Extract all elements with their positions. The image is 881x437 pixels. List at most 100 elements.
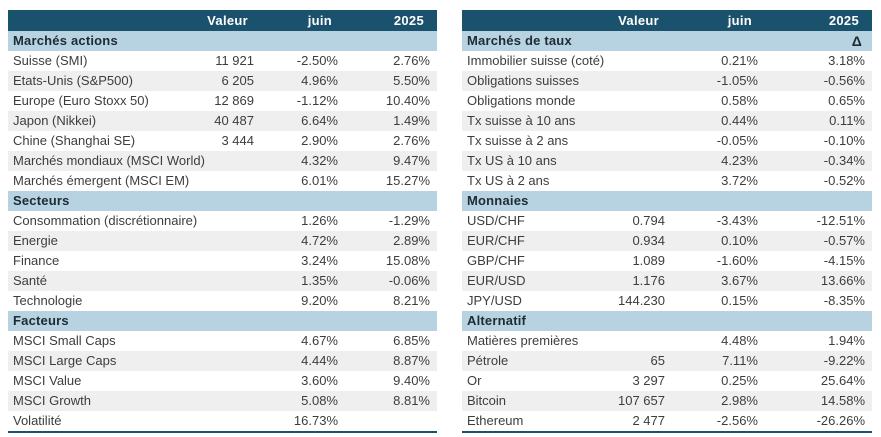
cell-valeur <box>183 271 261 291</box>
cell-valeur: 1.089 <box>587 251 672 271</box>
cell-2025: 10.40% <box>345 91 437 111</box>
table-row: Matières premières 4.48% 1.94% <box>462 331 872 351</box>
cell-valeur <box>183 251 261 271</box>
row-label: EUR/CHF <box>462 231 587 251</box>
section-row: Facteurs <box>8 311 437 331</box>
row-label: Ethereum <box>462 411 587 432</box>
section-title: Marchés de taux <box>462 31 765 51</box>
cell-juin: 0.15% <box>672 291 765 311</box>
cell-valeur: 12 869 <box>183 91 261 111</box>
row-label: Tx US à 10 ans <box>462 151 587 171</box>
row-label: Consommation (discrétionnaire) <box>8 211 197 231</box>
table-row: EUR/USD 1.176 3.67% 13.66% <box>462 271 872 291</box>
row-label: Immobilier suisse (coté) <box>462 51 604 71</box>
cell-2025: -26.26% <box>765 411 872 432</box>
cell-juin: 0.58% <box>672 91 765 111</box>
table-row: MSCI Value 3.60% 9.40% <box>8 371 437 391</box>
cell-valeur: 0.794 <box>587 211 672 231</box>
row-label: Matières premières <box>462 331 587 351</box>
cell-2025: -12.51% <box>765 211 872 231</box>
column-header-label <box>8 10 183 31</box>
section-row: Marchés actions <box>8 31 437 51</box>
table-row: Santé 1.35% -0.06% <box>8 271 437 291</box>
table-row: Tx suisse à 2 ans -0.05% -0.10% <box>462 131 872 151</box>
table-row: Tx US à 2 ans 3.72% -0.52% <box>462 171 872 191</box>
cell-juin: -1.12% <box>261 91 345 111</box>
row-label: Santé <box>8 271 183 291</box>
cell-juin: 6.64% <box>261 111 345 131</box>
column-header-juin: juin <box>672 10 765 31</box>
section-row: Secteurs <box>8 191 437 211</box>
row-label: Tx suisse à 10 ans <box>462 111 587 131</box>
cell-2025: 2.89% <box>345 231 437 251</box>
cell-valeur <box>183 211 261 231</box>
table-row: Energie 4.72% 2.89% <box>8 231 437 251</box>
table-row: Europe (Euro Stoxx 50) 12 869 -1.12% 10.40% <box>8 91 437 111</box>
market-table-actions-secteurs-facteurs: Valeur juin 2025 Marchés actions Suisse (SM… <box>8 10 437 433</box>
cell-valeur <box>183 291 261 311</box>
cell-juin: 4.23% <box>672 151 765 171</box>
cell-2025: -8.35% <box>765 291 872 311</box>
row-label: MSCI Large Caps <box>8 351 183 371</box>
cell-valeur: 65 <box>587 351 672 371</box>
row-label: JPY/USD <box>462 291 587 311</box>
cell-juin: 9.20% <box>261 291 345 311</box>
cell-juin: 5.08% <box>261 391 345 411</box>
cell-2025: 1.94% <box>765 331 872 351</box>
cell-valeur <box>183 171 261 191</box>
cell-2025: -4.15% <box>765 251 872 271</box>
table-row: USD/CHF 0.794 -3.43% -12.51% <box>462 211 872 231</box>
row-label: Marchés mondiaux (MSCI World) <box>8 151 205 171</box>
table-row: Technologie 9.20% 8.21% <box>8 291 437 311</box>
header-row: Valeur juin 2025 <box>462 10 872 31</box>
cell-juin: 0.10% <box>672 231 765 251</box>
table-row: Ethereum 2 477 -2.56% -26.26% <box>462 411 872 432</box>
cell-juin: 1.26% <box>261 211 345 231</box>
row-label: Tx suisse à 2 ans <box>462 131 587 151</box>
cell-juin: 4.72% <box>261 231 345 251</box>
table-row: Consommation (discrétionnaire) 1.26% -1.29… <box>8 211 437 231</box>
table-row: Finance 3.24% 15.08% <box>8 251 437 271</box>
cell-2025: 25.64% <box>765 371 872 391</box>
cell-2025: 13.66% <box>765 271 872 291</box>
row-label: Chine (Shanghai SE) <box>8 131 183 151</box>
cell-juin: -1.60% <box>672 251 765 271</box>
row-label: Energie <box>8 231 183 251</box>
cell-valeur: 0.934 <box>587 231 672 251</box>
table-row: Japon (Nikkei) 40 487 6.64% 1.49% <box>8 111 437 131</box>
row-label: Japon (Nikkei) <box>8 111 183 131</box>
row-label: MSCI Value <box>8 371 183 391</box>
cell-2025: 0.11% <box>765 111 872 131</box>
table-row: Volatilité 16.73% <box>8 411 437 432</box>
cell-valeur <box>183 231 261 251</box>
cell-juin: -0.05% <box>672 131 765 151</box>
row-label: Obligations monde <box>462 91 587 111</box>
cell-juin: 4.44% <box>261 351 345 371</box>
row-label: MSCI Small Caps <box>8 331 183 351</box>
column-header-label <box>462 10 587 31</box>
cell-valeur: 11 921 <box>183 51 261 71</box>
table-row: Bitcoin 107 657 2.98% 14.58% <box>462 391 872 411</box>
section-title: Alternatif <box>462 311 765 331</box>
cell-2025: 0.65% <box>765 91 872 111</box>
section-delta-symbol <box>765 191 872 211</box>
row-label: USD/CHF <box>462 211 587 231</box>
section-title: Marchés actions <box>8 31 345 51</box>
section-title: Secteurs <box>8 191 345 211</box>
column-header-valeur: Valeur <box>587 10 672 31</box>
table-row: Chine (Shanghai SE) 3 444 2.90% 2.76% <box>8 131 437 151</box>
cell-juin: -1.05% <box>672 71 765 91</box>
row-label: MSCI Growth <box>8 391 183 411</box>
column-header-2025: 2025 <box>765 10 872 31</box>
cell-valeur: 3 297 <box>587 371 672 391</box>
cell-juin: 16.73% <box>261 411 345 432</box>
cell-juin: 0.25% <box>672 371 765 391</box>
cell-2025: 14.58% <box>765 391 872 411</box>
row-label: Europe (Euro Stoxx 50) <box>8 91 183 111</box>
cell-2025: 2.76% <box>345 51 437 71</box>
cell-juin: 7.11% <box>672 351 765 371</box>
row-label: Or <box>462 371 587 391</box>
cell-2025: 9.40% <box>345 371 437 391</box>
cell-2025: 15.27% <box>345 171 437 191</box>
